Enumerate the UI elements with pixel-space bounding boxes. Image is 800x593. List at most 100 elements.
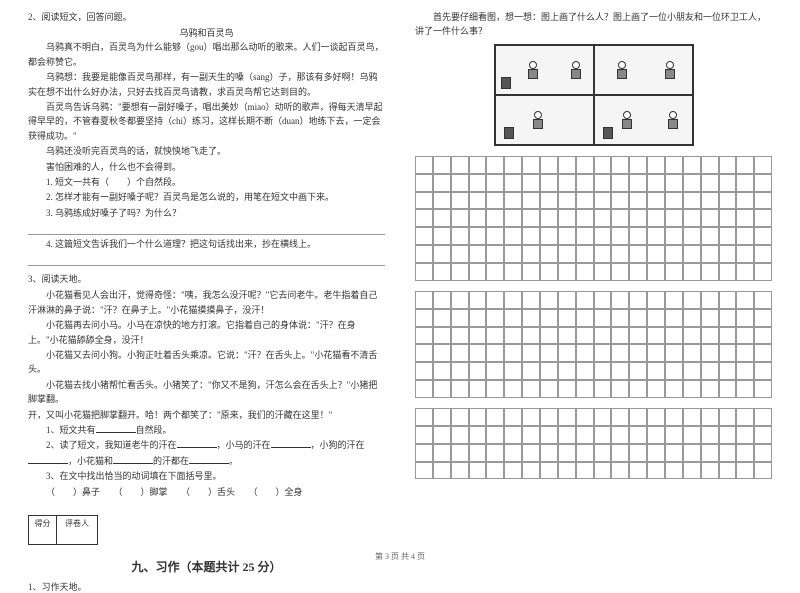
grid-cell <box>754 227 772 245</box>
grid-cell <box>736 291 754 309</box>
grid-cell <box>754 156 772 174</box>
grid-cell <box>611 227 629 245</box>
q3-para5: 开，又叫小花猫把脚掌翻开。哈！两个都笑了："原来，我们的汗藏在这里！" <box>28 408 385 422</box>
grid-cell <box>736 156 754 174</box>
q3-sub1: 1、短文共有自然段。 <box>28 423 385 437</box>
grid-cell <box>540 209 558 227</box>
grid-cell <box>647 263 665 281</box>
grid-cell <box>576 444 594 462</box>
grid-cell <box>504 309 522 327</box>
grid-cell <box>754 309 772 327</box>
q2-sub1: 1. 短文一共有（ ）个自然段。 <box>28 175 385 189</box>
grid-cell <box>611 174 629 192</box>
grid-cell <box>629 380 647 398</box>
grid-cell <box>719 344 737 362</box>
grid-cell <box>504 192 522 210</box>
q3-header: 3、阅读天地。 <box>28 272 385 285</box>
grid-cell <box>540 174 558 192</box>
q3-sub2-e: 的汗都在 <box>153 456 189 466</box>
grid-cell <box>522 263 540 281</box>
grid-cell <box>433 156 451 174</box>
grid-cell <box>469 408 487 426</box>
grid-cell <box>611 444 629 462</box>
grid-cell <box>683 263 701 281</box>
grid-cell <box>433 327 451 345</box>
grid-cell <box>558 209 576 227</box>
grid-cell <box>683 209 701 227</box>
grid-cell <box>469 426 487 444</box>
grid-cell <box>504 263 522 281</box>
grid-cell <box>594 408 612 426</box>
grid-cell <box>701 309 719 327</box>
grid-cell <box>611 291 629 309</box>
grid-cell <box>701 380 719 398</box>
q3-para2: 小花猫再去问小马。小马在凉快的地方打滚。它指着自己的身体说："汗？在身上。"小花… <box>28 318 385 347</box>
grid-cell <box>451 408 469 426</box>
grid-cell <box>451 362 469 380</box>
grid-cell <box>486 209 504 227</box>
grid-cell <box>576 426 594 444</box>
grid-cell <box>486 291 504 309</box>
grid-cell <box>558 174 576 192</box>
grid-cell <box>522 309 540 327</box>
grid-cell <box>754 426 772 444</box>
child-figure <box>526 61 540 79</box>
grid-cell <box>611 209 629 227</box>
q3-sub3: 3、在文中找出恰当的动词填在下面括号里。 <box>28 469 385 483</box>
q3-sub2-c: ，小狗的汗在 <box>311 440 365 450</box>
grid-cell <box>594 380 612 398</box>
grid-cell <box>665 462 683 480</box>
grid-cell <box>469 245 487 263</box>
grid-cell <box>469 263 487 281</box>
grid-cell <box>701 227 719 245</box>
grid-cell <box>522 327 540 345</box>
grid-cell <box>486 156 504 174</box>
grid-cell <box>451 227 469 245</box>
grid-cell <box>594 209 612 227</box>
q3-para3: 小花猫又去问小狗。小狗正吐着舌头乘凉。它说："汗？在舌头上。"小花猫看不清舌头。 <box>28 348 385 377</box>
grid-cell <box>415 245 433 263</box>
grid-cell <box>504 380 522 398</box>
grid-cell <box>433 380 451 398</box>
grid-cell <box>558 291 576 309</box>
grid-cell <box>647 344 665 362</box>
grid-cell <box>433 245 451 263</box>
grid-cell <box>629 327 647 345</box>
grid-cell <box>576 192 594 210</box>
grid-cell <box>629 408 647 426</box>
grid-cell <box>611 344 629 362</box>
grid-cell <box>433 426 451 444</box>
writing-grid-2 <box>415 291 772 398</box>
grid-cell <box>665 245 683 263</box>
grid-cell <box>576 156 594 174</box>
grid-cell <box>433 362 451 380</box>
grid-cell <box>683 227 701 245</box>
grid-cell <box>683 309 701 327</box>
worker-figure <box>663 61 677 79</box>
grid-cell <box>665 291 683 309</box>
grid-cell <box>433 462 451 480</box>
grid-cell <box>594 227 612 245</box>
grid-cell <box>415 344 433 362</box>
grid-cell <box>736 380 754 398</box>
grid-cell <box>629 309 647 327</box>
grid-cell <box>594 263 612 281</box>
blank <box>113 454 153 464</box>
grid-cell <box>683 245 701 263</box>
grid-cell <box>701 156 719 174</box>
grid-cell <box>558 245 576 263</box>
grid-cell <box>719 209 737 227</box>
q3-options: （ ）鼻子 （ ）脚掌 （ ）舌头 （ ）全身 <box>28 485 385 499</box>
q3-sub2-a: 2、读了短文，我知道老牛的汗在 <box>46 440 177 450</box>
grid-cell <box>719 408 737 426</box>
grid-cell <box>736 209 754 227</box>
grid-cell <box>540 245 558 263</box>
grid-cell <box>486 344 504 362</box>
grid-cell <box>647 227 665 245</box>
grid-cell <box>451 327 469 345</box>
grid-cell <box>647 462 665 480</box>
grid-cell <box>504 344 522 362</box>
grid-cell <box>415 174 433 192</box>
grid-cell <box>576 362 594 380</box>
grid-cell <box>701 408 719 426</box>
